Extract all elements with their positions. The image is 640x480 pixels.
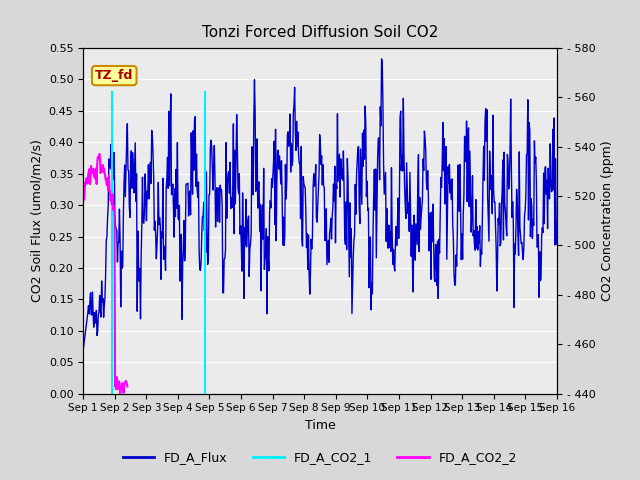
Text: TZ_fd: TZ_fd	[95, 69, 133, 82]
Y-axis label: CO2 Soil Flux (umol/m2/s): CO2 Soil Flux (umol/m2/s)	[30, 139, 43, 302]
Y-axis label: CO2 Concentration (ppm): CO2 Concentration (ppm)	[601, 141, 614, 301]
X-axis label: Time: Time	[305, 419, 335, 432]
Title: Tonzi Forced Diffusion Soil CO2: Tonzi Forced Diffusion Soil CO2	[202, 25, 438, 40]
Legend: FD_A_Flux, FD_A_CO2_1, FD_A_CO2_2: FD_A_Flux, FD_A_CO2_1, FD_A_CO2_2	[118, 446, 522, 469]
